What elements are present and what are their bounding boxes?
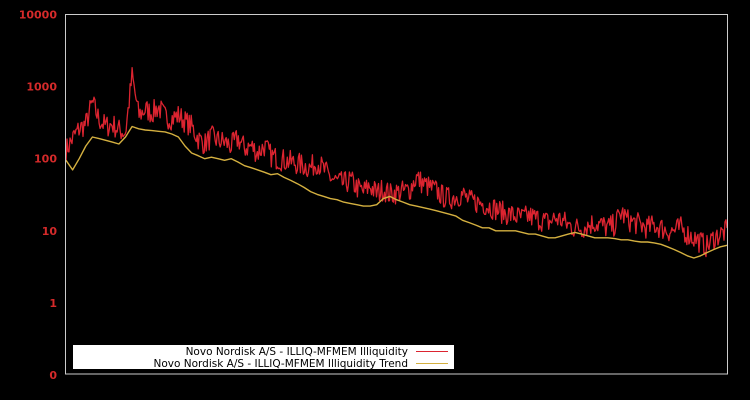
illiquidity-trend-line bbox=[65, 125, 728, 259]
y-tick-label: 100 bbox=[34, 153, 57, 166]
illiquidity-line bbox=[65, 67, 728, 258]
legend-label-illiquidity-trend: Novo Nordisk A/S - ILLIQ-MFMEM Illiquidi… bbox=[154, 358, 409, 370]
legend: Novo Nordisk A/S - ILLIQ-MFMEM Illiquidi… bbox=[73, 345, 454, 370]
y-tick-label: 10 bbox=[42, 225, 58, 238]
y-tick-label: 1 bbox=[49, 297, 57, 310]
y-tick-label: 0 bbox=[49, 369, 57, 382]
y-tick-label: 10000 bbox=[19, 9, 58, 22]
plot-frame bbox=[65, 14, 728, 375]
legend-label-illiquidity: Novo Nordisk A/S - ILLIQ-MFMEM Illiquidi… bbox=[186, 346, 408, 358]
series-layer bbox=[65, 67, 728, 259]
legend-box bbox=[73, 345, 454, 369]
y-tick-label: 1000 bbox=[26, 81, 57, 94]
